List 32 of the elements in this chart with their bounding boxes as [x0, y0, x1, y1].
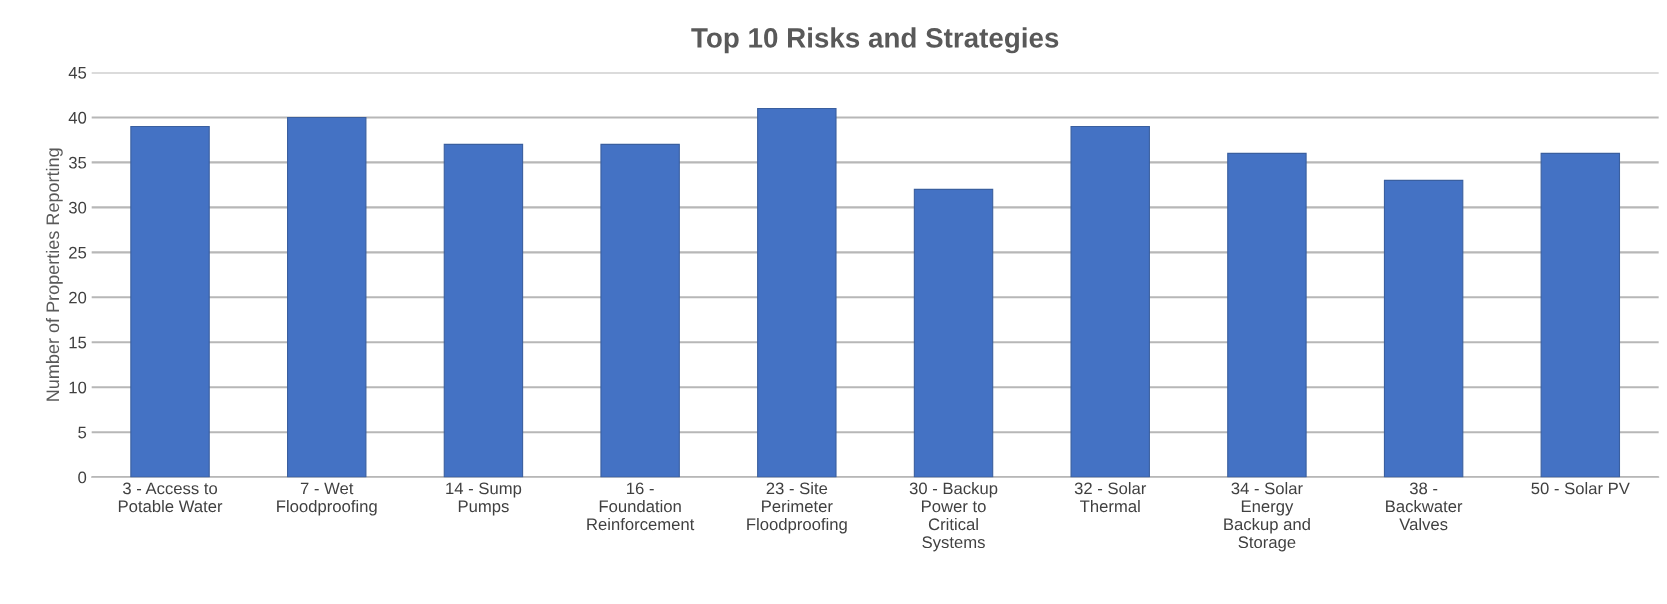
bar	[287, 116, 367, 478]
y-tick-label: 0	[78, 471, 87, 484]
y-tick-label: 40	[68, 111, 87, 124]
bar	[600, 143, 680, 478]
x-tick-label: 14 - Sump Pumps	[446, 482, 522, 516]
bar	[130, 125, 210, 478]
y-tick-label: 35	[68, 156, 87, 169]
y-tick-label: 30	[68, 201, 87, 214]
x-tick-label: 32 - Solar Thermal	[1074, 482, 1147, 513]
bar	[1070, 125, 1150, 478]
bar	[1540, 152, 1621, 478]
x-tick-label: 34 - Solar Energy Backup and Storage	[1224, 482, 1310, 552]
y-tick-label: 15	[69, 336, 87, 349]
x-tick-label: 16 - Foundation Reinforcement	[587, 482, 695, 531]
bar	[1227, 152, 1307, 478]
x-tick-label: 7 - Wet Floodproofing	[277, 482, 377, 516]
y-tick-label: 25	[69, 246, 87, 259]
y-tick-label: 45	[68, 67, 87, 79]
y-tick-label: 5	[78, 426, 87, 439]
x-tick-label: 23 - Site Perimeter Floodproofing	[747, 482, 847, 534]
bar	[913, 188, 994, 478]
bar	[1383, 179, 1464, 478]
y-tick-label: 10	[69, 381, 87, 394]
y-tick-label: 20	[69, 291, 87, 304]
chart-title: Top 10 Risks and Strategies	[691, 27, 1059, 54]
x-tick-label: 38 - Backwater Valves	[1386, 482, 1463, 531]
x-tick-label: 50 - Solar PV	[1531, 482, 1630, 495]
x-tick-label: 3 - Access to Potable Water	[118, 482, 223, 513]
y-axis-title: Number of Properties Reporting	[45, 148, 63, 401]
bar	[757, 107, 837, 478]
x-tick-label: 30 - Backup Power to Critical Systems	[909, 482, 998, 552]
bar	[443, 143, 524, 478]
